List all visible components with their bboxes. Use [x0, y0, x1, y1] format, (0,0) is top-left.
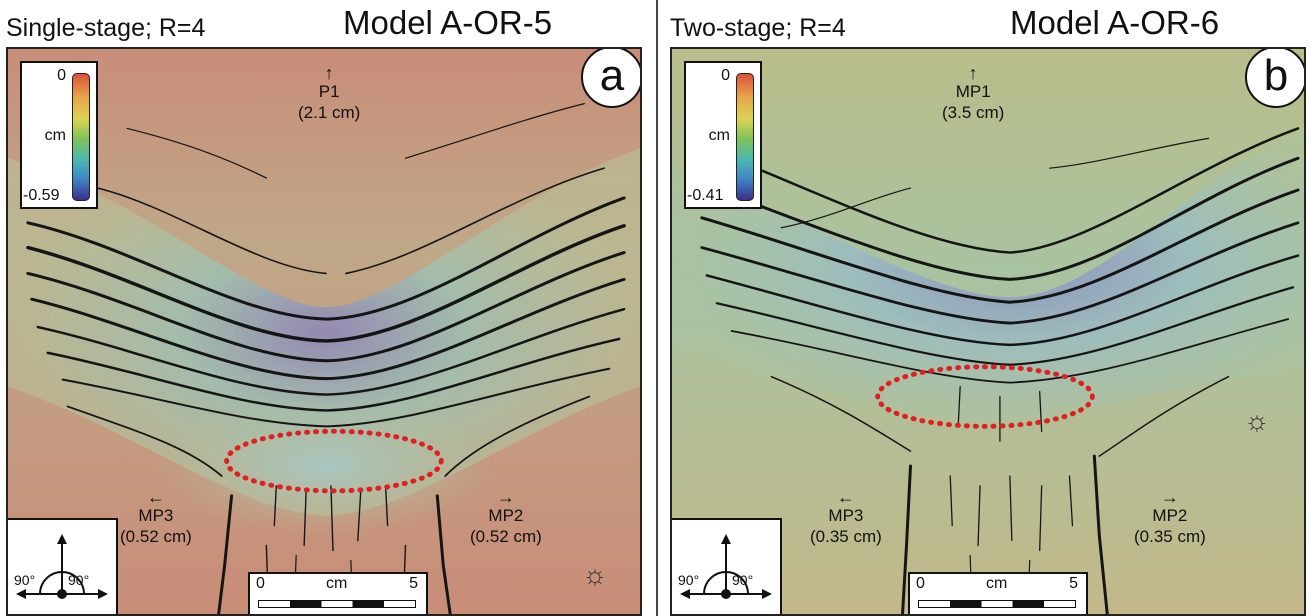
compass-left-angle: 90° [678, 572, 700, 588]
panel-a: Single-stage; R=4 Model A-OR-5 [0, 0, 650, 616]
motion-value: (0.35 cm) [1134, 527, 1206, 546]
motion-value: (3.5 cm) [942, 103, 1005, 122]
motion-label-top: ↑ MP1 (3.5 cm) [942, 63, 1005, 123]
scale-unit: cm [986, 575, 1008, 592]
panel-divider [656, 0, 658, 616]
motion-name: MP2 [488, 506, 524, 525]
panel-subtitle: Single-stage; R=4 [6, 14, 206, 42]
highlight-ellipse [224, 428, 444, 494]
compass-icon [16, 534, 108, 599]
legend-max: 0 [721, 67, 730, 84]
motion-name: MP3 [138, 506, 174, 525]
scale-ruler [918, 600, 1076, 608]
motion-name: MP3 [828, 506, 864, 525]
motion-label-left: ← MP3 (0.52 cm) [120, 487, 192, 547]
motion-value: (0.52 cm) [120, 527, 192, 546]
legend-unit: cm [708, 127, 730, 144]
lightbulb-icon: ☼ [1244, 405, 1270, 436]
scale-unit: cm [326, 575, 348, 592]
legend-max: 0 [57, 67, 66, 84]
depth-color-legend: 0 cm -0.41 [684, 61, 762, 209]
motion-label-right: → MP2 (0.35 cm) [1134, 487, 1206, 547]
orientation-compass: 90° 90° [8, 518, 118, 614]
scale-bar: 0 cm 5 [908, 572, 1088, 614]
legend-min: -0.41 [687, 187, 724, 204]
highlight-ellipse [875, 364, 1095, 429]
compass-right-angle: 90° [732, 572, 754, 588]
motion-label-left: ← MP3 (0.35 cm) [810, 487, 882, 547]
scale-end: 5 [1069, 575, 1078, 592]
arrow-left-icon: ← [836, 487, 855, 507]
panel-subtitle: Two-stage; R=4 [670, 14, 846, 42]
panel-b: Two-stage; R=4 Model A-OR-6 [664, 0, 1316, 616]
scale-start: 0 [916, 575, 925, 592]
scale-ruler [258, 600, 416, 608]
model-title: Model A-OR-6 [1010, 4, 1220, 41]
legend-min: -0.59 [23, 187, 60, 204]
model-title: Model A-OR-5 [343, 4, 553, 41]
scale-bar: 0 cm 5 [248, 572, 428, 614]
color-ramp [736, 73, 754, 201]
fault-lines [26, 103, 626, 614]
topography-image [8, 49, 640, 614]
topography-map: a 0 cm -0.59 ↑ P1 (2.1 cm) ← MP3 (0.52 c… [6, 47, 642, 616]
compass-right-angle: 90° [68, 572, 90, 588]
panel-letter-b: b [1245, 49, 1304, 108]
motion-label-right: → MP2 (0.52 cm) [470, 487, 542, 547]
motion-name: MP2 [1152, 506, 1188, 525]
motion-name: MP1 [955, 82, 991, 101]
legend-unit: cm [44, 127, 66, 144]
arrow-right-icon: → [496, 487, 515, 507]
arrow-right-icon: → [1160, 487, 1179, 507]
lightbulb-icon: ☼ [582, 559, 608, 590]
depth-color-legend: 0 cm -0.59 [20, 61, 98, 209]
motion-label-top: ↑ P1 (2.1 cm) [298, 63, 361, 123]
scale-start: 0 [256, 575, 265, 592]
orientation-compass: 90° 90° [672, 518, 782, 614]
arrow-up-icon: ↑ [968, 63, 978, 83]
scale-end: 5 [409, 575, 418, 592]
panel-letter-a: a [581, 49, 640, 108]
color-ramp [72, 73, 90, 201]
motion-value: (0.52 cm) [470, 527, 542, 546]
topography-map: b 0 cm -0.41 ↑ MP1 (3.5 cm) ← MP3 (0.35 … [670, 47, 1306, 616]
compass-left-angle: 90° [14, 572, 36, 588]
arrow-left-icon: ← [146, 487, 165, 507]
motion-name: P1 [318, 82, 340, 101]
arrow-up-icon: ↑ [324, 63, 334, 83]
motion-value: (0.35 cm) [810, 527, 882, 546]
motion-value: (2.1 cm) [298, 103, 361, 122]
compass-icon [680, 534, 772, 599]
